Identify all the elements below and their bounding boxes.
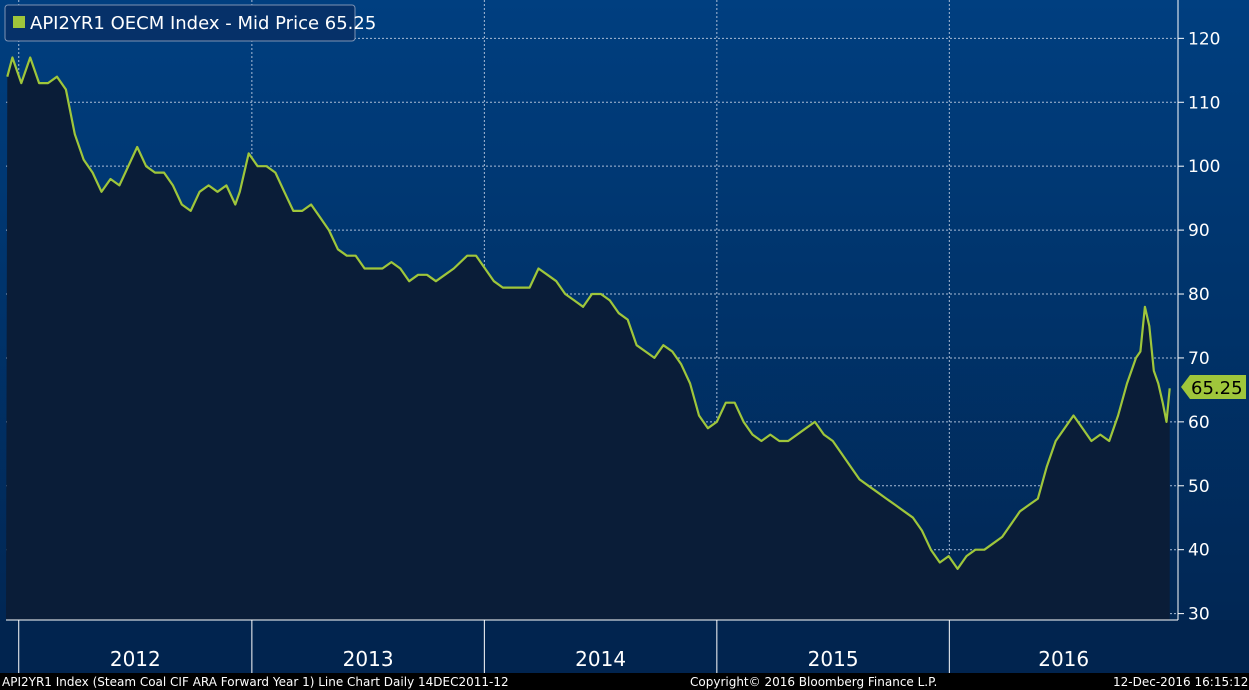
- last-value-badge-text: 65.25: [1191, 378, 1243, 399]
- y-tick-label: 80: [1188, 285, 1210, 305]
- footer-right: 12-Dec-2016 16:15:12: [1113, 675, 1248, 689]
- legend-swatch: [13, 16, 25, 28]
- x-year-label: 2012: [110, 647, 161, 671]
- y-tick-label: 30: [1188, 605, 1210, 625]
- price-line: [6, 56, 1171, 570]
- y-tick-label: 100: [1188, 157, 1220, 177]
- y-tick-label: 90: [1188, 221, 1210, 241]
- x-axis-years: 2012 2013 2014 2015 2016: [110, 647, 1089, 671]
- y-tick-label: 50: [1188, 477, 1210, 497]
- y-tick-label: 40: [1188, 541, 1210, 561]
- y-tick-label: 70: [1188, 349, 1210, 369]
- footer-left: API2YR1 Index (Steam Coal CIF ARA Forwar…: [2, 675, 509, 689]
- y-axis-ticks: 30 40 50 60 70 80 90 100 110 120: [1178, 29, 1220, 625]
- price-area: [6, 57, 1170, 620]
- y-tick-label: 120: [1188, 29, 1220, 49]
- y-tick-label: 110: [1188, 93, 1220, 113]
- footer-bar: [0, 673, 1249, 690]
- y-tick-label: 60: [1188, 413, 1210, 433]
- x-axis-band: [0, 620, 1249, 673]
- last-value-badge: 65.25: [1181, 375, 1246, 399]
- legend-box: [4, 4, 356, 42]
- footer-center: Copyright© 2016 Bloomberg Finance L.P.: [690, 675, 937, 689]
- last-value-badge-shape: [1181, 375, 1246, 399]
- x-year-label: 2014: [575, 647, 626, 671]
- x-year-label: 2015: [808, 647, 859, 671]
- legend: API2YR1 OECM Index - Mid Price 65.25: [4, 4, 376, 42]
- legend-label: API2YR1 OECM Index - Mid Price 65.25: [30, 13, 376, 34]
- axes: [0, 0, 1249, 673]
- x-year-label: 2016: [1038, 647, 1089, 671]
- x-year-label: 2013: [343, 647, 394, 671]
